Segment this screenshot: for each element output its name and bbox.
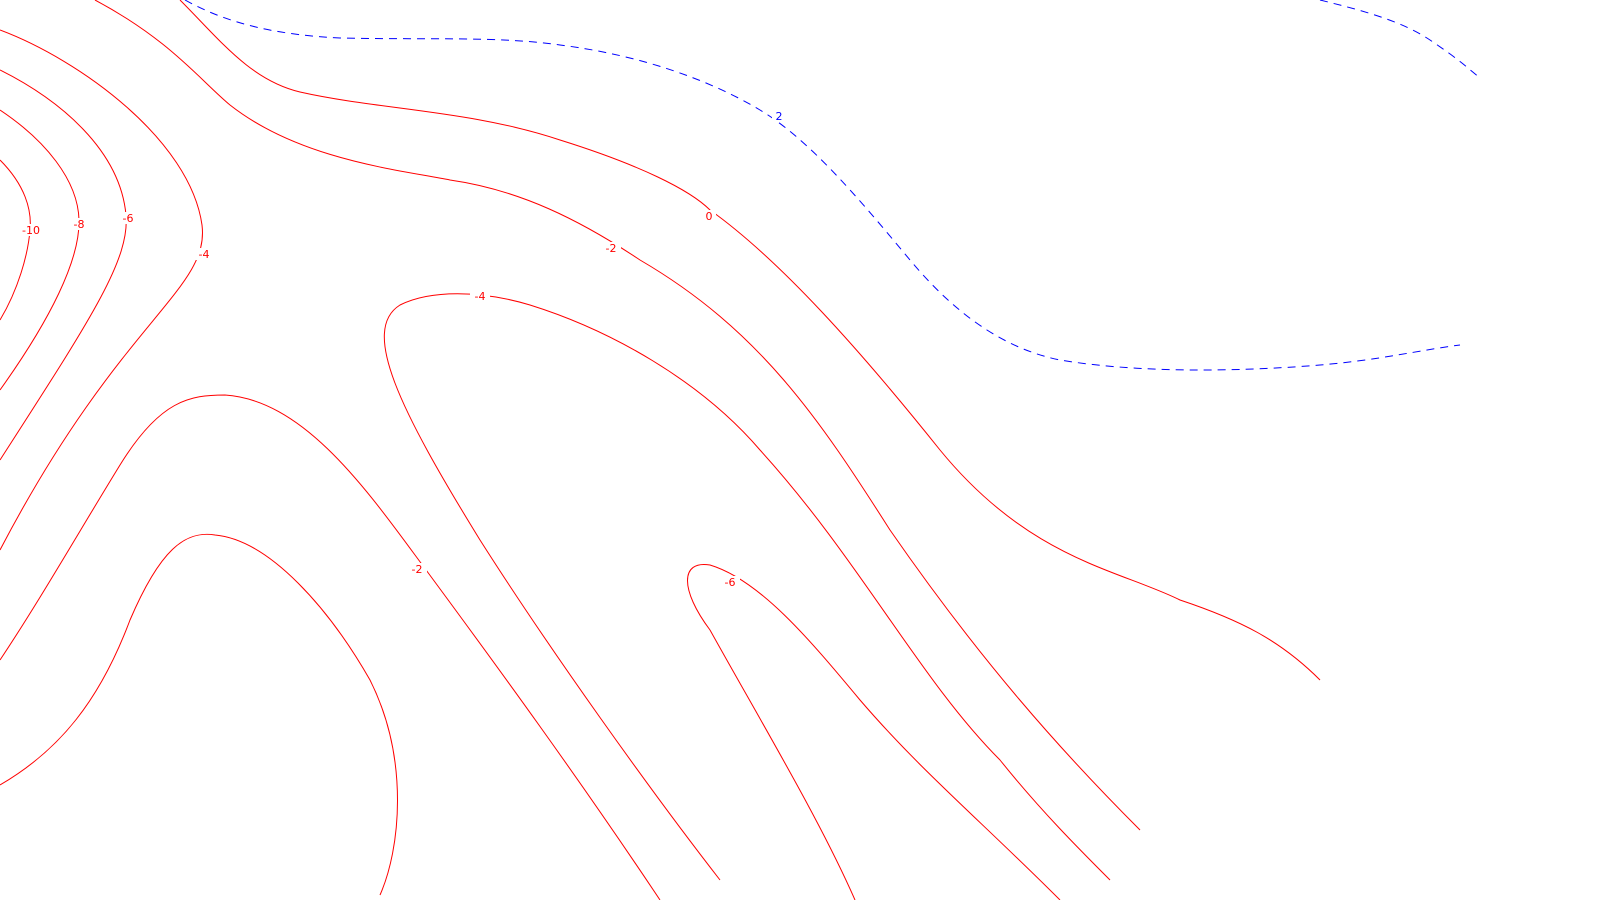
svg-text:0: 0: [706, 210, 713, 223]
svg-text:-4: -4: [199, 248, 210, 261]
svg-text:-8: -8: [74, 218, 85, 231]
svg-text:-2: -2: [606, 242, 617, 255]
contour-label-minus-4-upper: -4: [194, 248, 214, 261]
contour-label-minus-6: -6: [118, 212, 138, 225]
contour-line-minus-8: [0, 109, 80, 391]
contour-line-plus-2-corner: [1319, 0, 1481, 79]
contour-label-minus-4-inner: -4: [470, 290, 490, 303]
svg-text:-6: -6: [725, 576, 736, 589]
contour-label-minus-2-lower: -2: [407, 563, 427, 576]
contour-label-zero: 0: [702, 210, 716, 223]
contour-line-plus-2-main: [184, 0, 1461, 371]
contour-label-minus-6-inner: -6: [720, 576, 740, 589]
contour-line-minus-4-inner: [383, 293, 1111, 881]
contour-line-minus-4-lower: [0, 533, 398, 896]
svg-text:2: 2: [776, 110, 783, 123]
contour-label-minus-10: -10: [18, 224, 44, 237]
contour-label-plus-2: 2: [772, 110, 786, 123]
contour-line-minus-6-inner: [687, 563, 1061, 900]
svg-text:-4: -4: [475, 290, 486, 303]
contour-label-minus-8: -8: [69, 218, 89, 231]
contour-line-minus-6: [0, 69, 127, 461]
contour-line-minus-2-lower: [0, 394, 661, 900]
svg-text:-6: -6: [123, 212, 134, 225]
contour-line-minus-10: [0, 159, 31, 321]
svg-text:-10: -10: [22, 224, 40, 237]
contour-label-minus-2-middle: -2: [601, 242, 621, 255]
contour-line-minus-4-upper: [0, 29, 203, 551]
contour-line-zero: [179, 0, 1321, 681]
svg-text:-2: -2: [412, 563, 423, 576]
contour-line-minus-2-upper: [94, 0, 1141, 831]
